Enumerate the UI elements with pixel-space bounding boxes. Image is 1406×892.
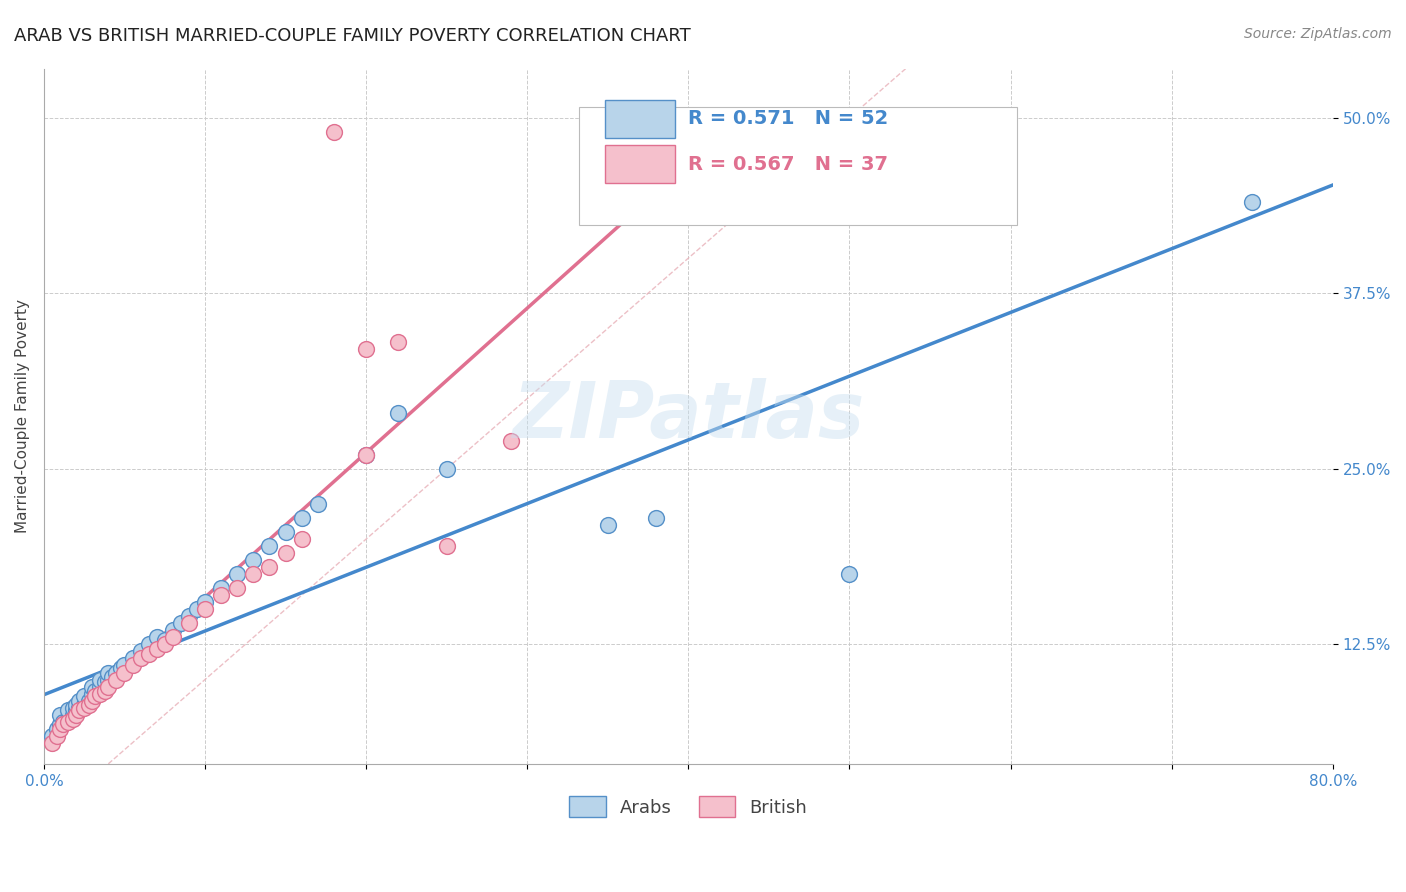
Point — [97, 680, 120, 694]
Point — [259, 539, 281, 553]
Text: ARAB VS BRITISH MARRIED-COUPLE FAMILY POVERTY CORRELATION CHART: ARAB VS BRITISH MARRIED-COUPLE FAMILY PO… — [14, 27, 690, 45]
Point — [62, 707, 84, 722]
Point — [226, 567, 249, 582]
Point — [89, 673, 111, 687]
Point — [110, 661, 132, 675]
Point — [62, 700, 84, 714]
Text: ZIPatlas: ZIPatlas — [512, 378, 865, 454]
Point — [65, 707, 87, 722]
Point — [322, 125, 344, 139]
Point — [56, 712, 79, 726]
Point — [242, 553, 264, 567]
Point — [65, 703, 87, 717]
Text: R = 0.567   N = 37: R = 0.567 N = 37 — [689, 155, 889, 174]
Point — [209, 581, 232, 595]
Point — [387, 335, 409, 350]
Point — [62, 712, 84, 726]
Point — [77, 693, 100, 707]
Point — [89, 687, 111, 701]
Point — [354, 448, 377, 462]
Point — [77, 698, 100, 712]
Point — [194, 595, 217, 609]
Point — [274, 524, 297, 539]
Point — [436, 462, 458, 476]
Text: Source: ZipAtlas.com: Source: ZipAtlas.com — [1244, 27, 1392, 41]
Point — [170, 616, 193, 631]
Point — [52, 714, 75, 729]
Point — [56, 703, 79, 717]
Point — [94, 683, 117, 698]
FancyBboxPatch shape — [579, 107, 1017, 225]
Point — [153, 637, 176, 651]
Point — [307, 497, 329, 511]
Point — [596, 518, 619, 533]
Point — [52, 717, 75, 731]
Point — [121, 651, 143, 665]
Point — [82, 680, 104, 694]
FancyBboxPatch shape — [605, 145, 675, 183]
Point — [49, 722, 72, 736]
Point — [1241, 194, 1264, 209]
Point — [105, 665, 128, 680]
Point — [84, 690, 107, 704]
Point — [97, 673, 120, 687]
Point — [67, 703, 90, 717]
Point — [436, 539, 458, 553]
Point — [194, 602, 217, 616]
Point — [242, 567, 264, 582]
Point — [186, 602, 208, 616]
Text: R = 0.571   N = 52: R = 0.571 N = 52 — [689, 109, 889, 128]
Point — [94, 675, 117, 690]
Point — [838, 567, 860, 582]
Point — [291, 511, 314, 525]
Point — [114, 665, 136, 680]
Point — [129, 644, 152, 658]
Point — [41, 729, 63, 743]
Point — [73, 700, 96, 714]
Point — [41, 736, 63, 750]
FancyBboxPatch shape — [605, 100, 675, 138]
Point — [89, 680, 111, 694]
Point — [177, 609, 200, 624]
Point — [145, 641, 167, 656]
Point — [153, 633, 176, 648]
Point — [67, 693, 90, 707]
Point — [162, 624, 184, 638]
Point — [114, 658, 136, 673]
Point — [501, 434, 523, 448]
Point — [73, 690, 96, 704]
Point — [274, 546, 297, 560]
Point — [162, 631, 184, 645]
Point — [49, 717, 72, 731]
Y-axis label: Married-Couple Family Poverty: Married-Couple Family Poverty — [15, 299, 30, 533]
Point — [145, 631, 167, 645]
Point — [387, 406, 409, 420]
Point — [97, 665, 120, 680]
Point — [226, 581, 249, 595]
Point — [209, 588, 232, 602]
Point — [45, 729, 67, 743]
Point — [100, 670, 122, 684]
Point — [259, 560, 281, 574]
Point — [121, 658, 143, 673]
Point — [354, 343, 377, 357]
Point — [645, 511, 668, 525]
Point — [49, 707, 72, 722]
Point — [138, 637, 160, 651]
Point — [177, 616, 200, 631]
Point — [73, 698, 96, 712]
Point — [138, 647, 160, 661]
Point — [82, 693, 104, 707]
Point — [354, 448, 377, 462]
Point — [291, 532, 314, 546]
Point — [105, 673, 128, 687]
Point — [129, 651, 152, 665]
Point — [56, 714, 79, 729]
Point — [82, 687, 104, 701]
Point — [45, 722, 67, 736]
Point — [84, 683, 107, 698]
Legend: Arabs, British: Arabs, British — [562, 789, 814, 824]
Point — [65, 698, 87, 712]
Point — [67, 700, 90, 714]
